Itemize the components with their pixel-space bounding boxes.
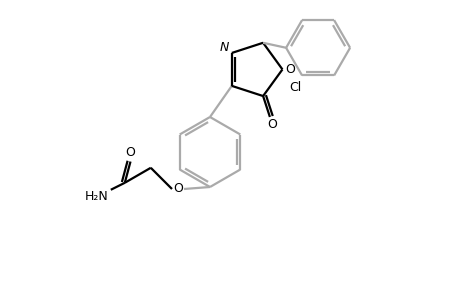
Text: O: O: [267, 118, 277, 131]
Text: O: O: [173, 182, 183, 196]
Text: N: N: [219, 41, 229, 54]
Text: O: O: [125, 146, 135, 159]
Text: Cl: Cl: [288, 81, 301, 94]
Text: H₂N: H₂N: [85, 190, 108, 203]
Text: O: O: [285, 63, 295, 76]
